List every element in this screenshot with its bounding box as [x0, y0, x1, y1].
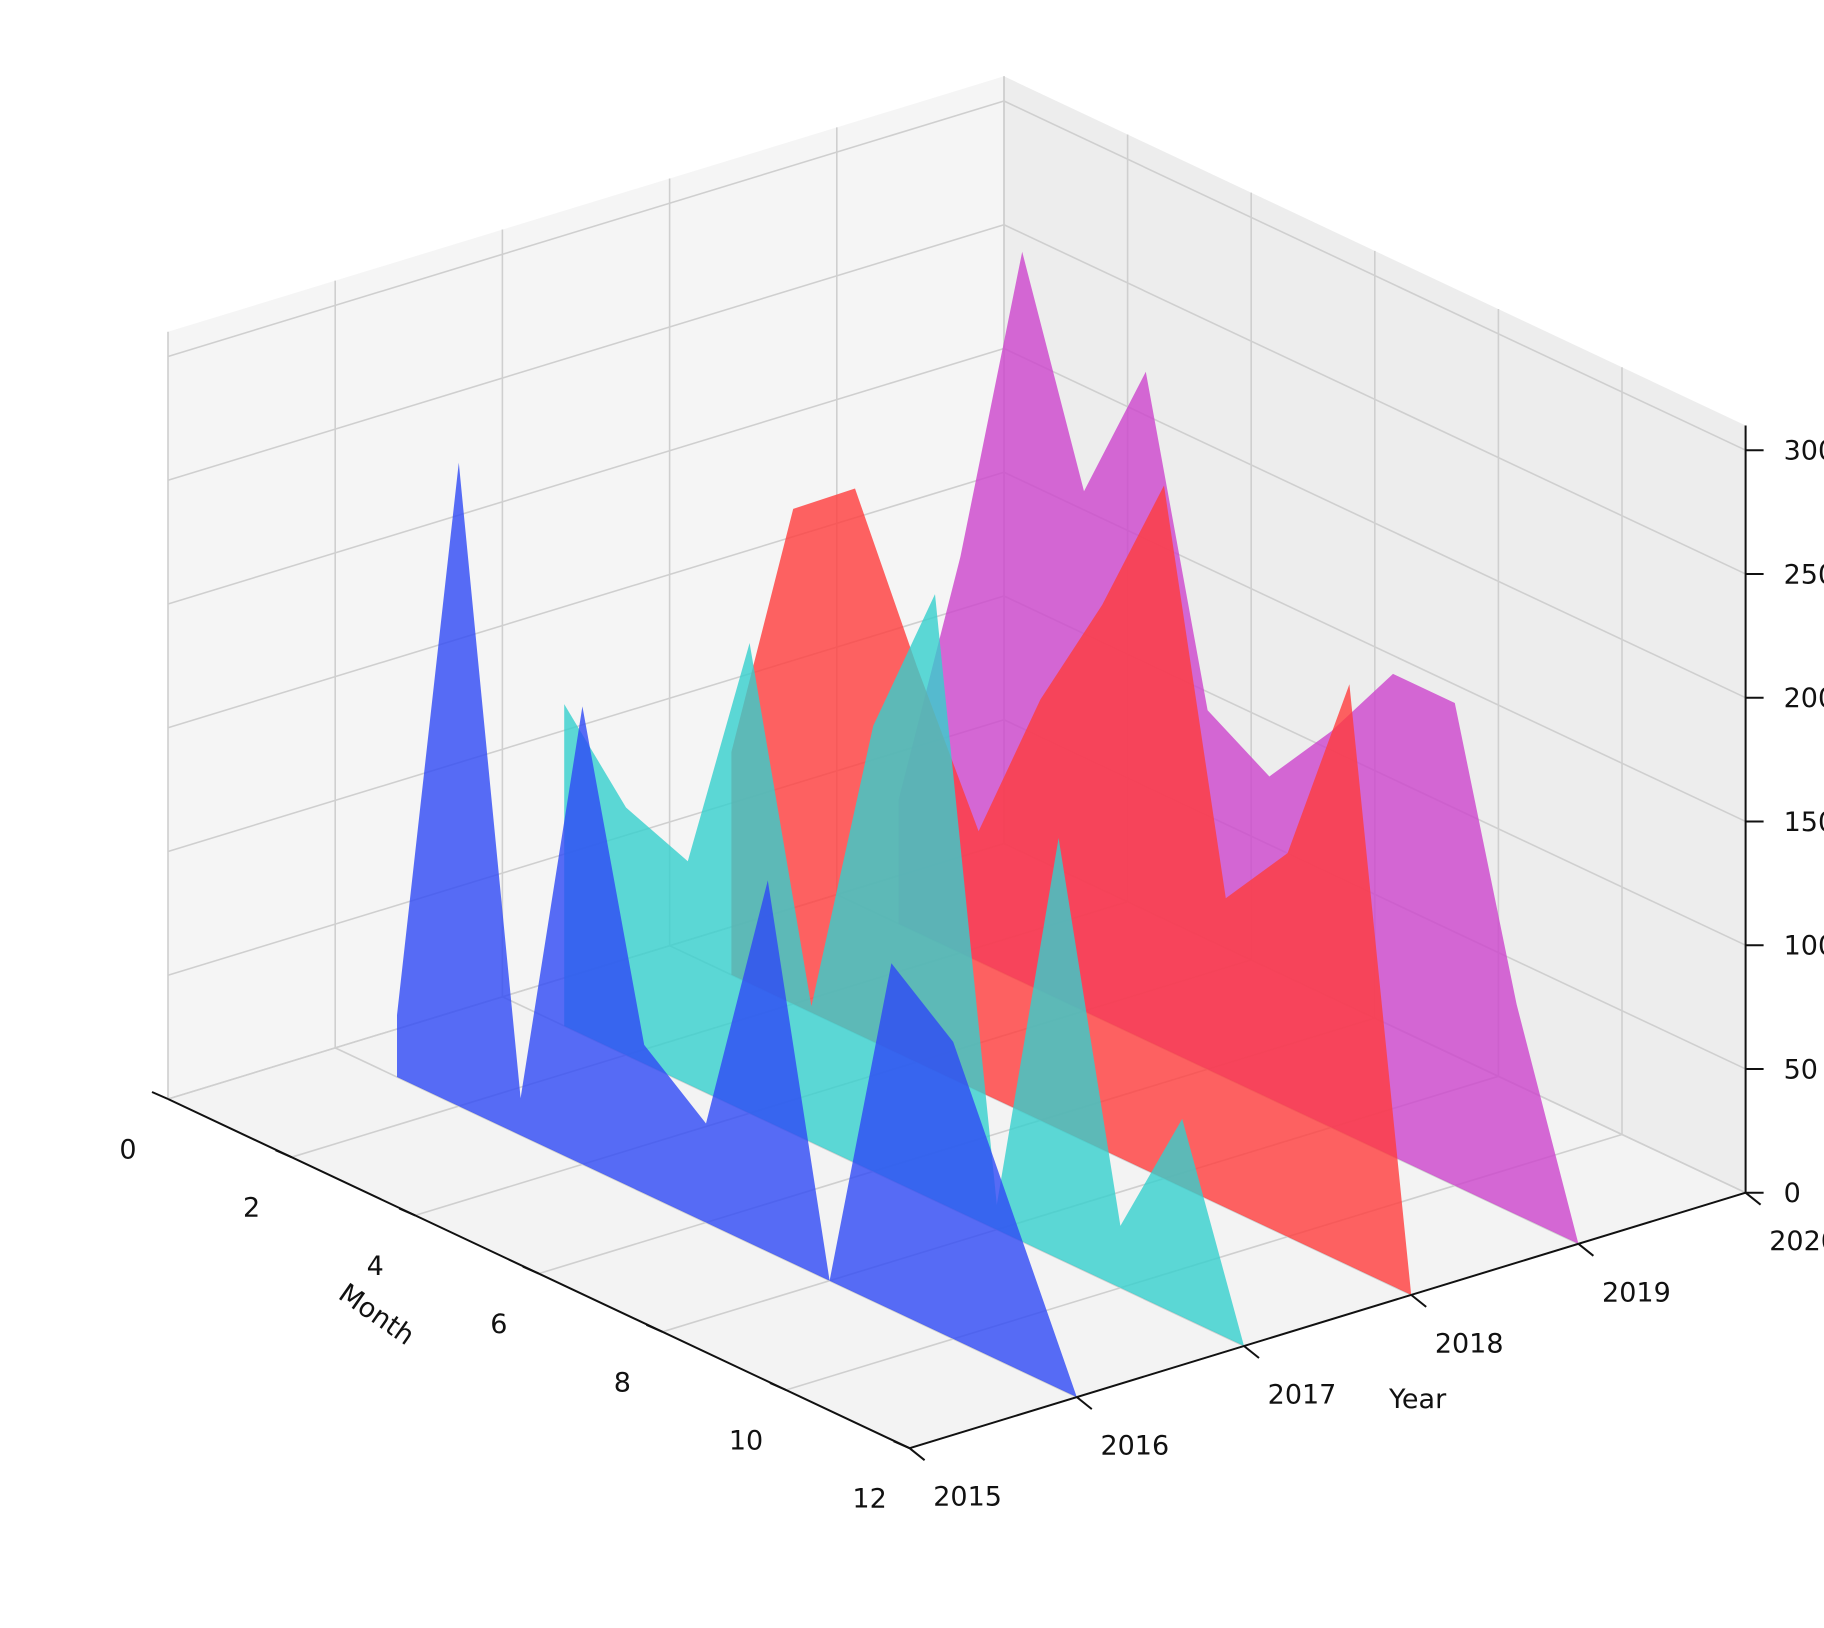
year-tick-label-2015: 2015 — [933, 1482, 1002, 1513]
precipitation-tick-label-100: 100 — [1784, 931, 1824, 962]
year-tick-label-2016: 2016 — [1100, 1431, 1169, 1462]
gridline-back-level-150 — [167, 471, 1005, 729]
precipitation-tick-label-150: 150 — [1784, 807, 1824, 838]
series-ridges — [397, 251, 1579, 1398]
gridline-side-level-200 — [1003, 347, 1746, 699]
month-tick-label-2: 2 — [243, 1193, 260, 1224]
series-ridge-2016 — [397, 462, 1077, 1398]
year-axis-line — [909, 1191, 1746, 1450]
month-axis-label: Month — [333, 1278, 420, 1352]
month-tick-0 — [151, 1091, 169, 1100]
year-tick-2020 — [1744, 1191, 1762, 1206]
gridline-back-level-300 — [167, 100, 1005, 358]
month-tick-12 — [893, 1440, 911, 1450]
precipitation-tick-label-200: 200 — [1784, 683, 1824, 714]
year-tick-label-2017: 2017 — [1268, 1380, 1337, 1411]
month-tick-2 — [275, 1149, 293, 1159]
year-tick-label-2019: 2019 — [1602, 1277, 1671, 1308]
precipitation-tick-label-300: 300 — [1784, 436, 1824, 467]
month-tick-label-6: 6 — [490, 1309, 507, 1340]
month-tick-label-4: 4 — [367, 1251, 384, 1282]
gridline-side-level-300 — [1003, 100, 1746, 451]
gridline-back-level-250 — [167, 223, 1005, 482]
year-tick-label-2020: 2020 — [1769, 1226, 1824, 1257]
month-tick-8 — [645, 1323, 663, 1333]
year-tick-2019 — [1577, 1243, 1595, 1257]
month-tick-label-8: 8 — [614, 1367, 631, 1398]
year-tick-2015 — [908, 1447, 926, 1461]
precipitation-tick-label-250: 250 — [1784, 559, 1824, 590]
year-tick-2017 — [1243, 1345, 1260, 1359]
gridline-side-level-250 — [1003, 224, 1746, 575]
month-tick-label-0: 0 — [119, 1135, 136, 1166]
month-tick-6 — [522, 1265, 540, 1275]
year-axis-label: Year — [1388, 1384, 1447, 1415]
month-tick-label-12: 12 — [852, 1484, 886, 1515]
month-tick-label-10: 10 — [729, 1426, 763, 1457]
year-tick-2016 — [1076, 1396, 1093, 1410]
year-tick-label-2018: 2018 — [1435, 1328, 1504, 1359]
year-tick-2018 — [1410, 1294, 1427, 1308]
series-ridge-2017 — [564, 594, 1244, 1346]
month-tick-10 — [769, 1382, 787, 1391]
precipitation-tick-label-0: 0 — [1784, 1178, 1801, 1209]
gridline-back-level-200 — [167, 347, 1005, 605]
month-tick-4 — [398, 1207, 416, 1217]
precipitation-tick-label-50: 50 — [1784, 1054, 1818, 1085]
